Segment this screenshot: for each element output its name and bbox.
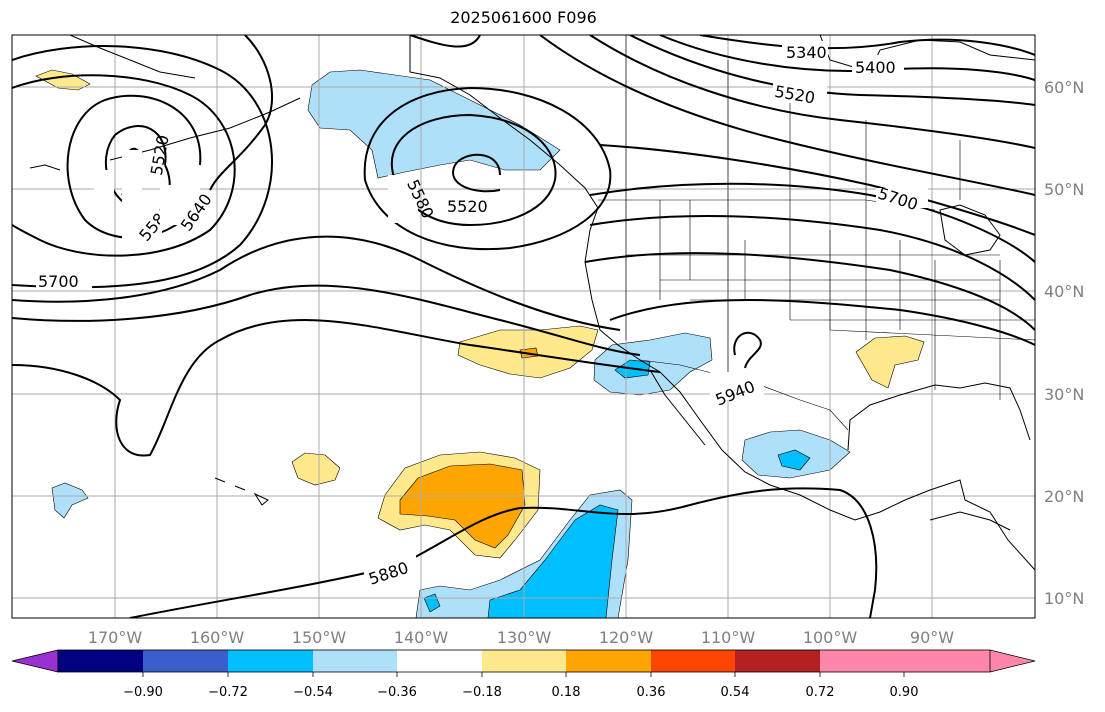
contour-west-5820 (12, 319, 661, 457)
contour-5820-east (584, 252, 1035, 331)
colorbar-swatch (735, 650, 820, 672)
lon-label: 170°W (88, 628, 143, 647)
positive-anomaly-aleutians (35, 69, 91, 91)
negative-anomaly-gulf-of-alaska (307, 69, 561, 179)
colorbar-swatch (58, 650, 143, 672)
colorbar-extend-high (904, 650, 1035, 672)
colorbar-tick: 0.90 (890, 685, 919, 700)
colorbar-tick: −0.36 (377, 685, 417, 700)
aleutian-chain (109, 97, 301, 161)
contour-labels: 5340 5400 5520 5700 5460 5520 5580 5640 … (36, 41, 928, 589)
gulf-coast (847, 382, 1031, 451)
graticule (12, 35, 1035, 618)
negative-anomaly-hawaii-west (51, 482, 89, 519)
baja-peninsula (649, 369, 706, 446)
contour-label: 5520 (147, 133, 173, 176)
hudson-bay-area (819, 35, 1035, 73)
colorbar-tick: −0.72 (208, 685, 248, 700)
lon-label: 130°W (497, 628, 552, 647)
bering-coast (69, 35, 196, 79)
colorbar-tick: 0.72 (806, 685, 835, 700)
contour-5760-east (589, 214, 1035, 301)
colorbar-tick: −0.90 (123, 685, 163, 700)
lon-label: 110°W (701, 628, 756, 647)
contour-5640-low (363, 86, 612, 251)
us-state-lines (625, 200, 1035, 400)
latitude-labels: 60°N 50°N 40°N 30°N 20°N 10°N (1044, 78, 1084, 608)
colorbar-tick: −0.54 (293, 685, 333, 700)
contour-5520-east (589, 35, 1035, 149)
great-lakes (939, 204, 1001, 256)
north-america-coast (409, 35, 1035, 571)
contour-5700-alaska (209, 35, 273, 191)
hawaii-islands (214, 477, 269, 506)
colorbar-swatch (313, 650, 397, 672)
positive-anomaly-hawaii-north (291, 452, 341, 486)
colorbar-swatch (228, 650, 313, 672)
negative-anomaly-tropics-core (487, 504, 619, 618)
map-title: 2025061600 F096 (450, 8, 597, 27)
lat-label: 60°N (1044, 78, 1084, 97)
contour-5700-east (589, 182, 1035, 263)
contour-5460 (629, 35, 1035, 106)
colorbar-swatch (482, 650, 566, 672)
contour-west-5760 (12, 284, 641, 356)
colorbar-swatch (566, 650, 651, 672)
contour-label: 5700 (38, 272, 79, 291)
colorbar-tick: 0.54 (721, 685, 750, 700)
colorbar-swatch (397, 650, 482, 672)
lat-label: 10°N (1044, 589, 1084, 608)
positive-anomaly-texas (855, 335, 925, 389)
colorbar-extend-low (11, 649, 59, 673)
coastlines (29, 35, 1035, 571)
colorbar-frame (57, 649, 991, 673)
colorbar-tick: 0.18 (552, 685, 581, 700)
height-contours (12, 35, 1035, 618)
contour-5640-east (599, 144, 1035, 236)
lon-label: 150°W (292, 628, 347, 647)
colorbar: −0.90 −0.72 −0.54 −0.36 −0.18 0.18 0.36 … (11, 649, 1036, 700)
colorbar-tick: −0.18 (462, 685, 502, 700)
canada-provinces (625, 35, 961, 200)
contour-5580-east (539, 35, 1035, 196)
contour-5520-low (452, 153, 501, 193)
colorbar-swatch (143, 650, 228, 672)
map-area: 5340 5400 5520 5700 5460 5520 5580 5640 … (12, 35, 1035, 618)
contour-label: 5520 (447, 197, 488, 216)
lon-label: 90°W (910, 628, 954, 647)
contour-5880-south (129, 487, 878, 618)
anomaly-shading (35, 69, 925, 618)
contour-label: 5400 (855, 58, 896, 77)
contour-5820-alaska (409, 35, 481, 48)
contour-5940-ring (733, 331, 762, 369)
lon-label: 100°W (803, 628, 858, 647)
cuba-caribbean (929, 511, 1011, 531)
lon-label: 140°W (394, 628, 449, 647)
longitude-labels: 170°W 160°W 150°W 140°W 130°W 120°W 110°… (88, 628, 954, 647)
contour-5880-east (609, 299, 1035, 346)
lat-label: 50°N (1044, 180, 1084, 199)
negative-anomaly-mexico-core (777, 449, 811, 471)
contour-5580-low (390, 113, 557, 227)
positive-anomaly-subtropics-core (399, 463, 526, 549)
contour-west-5700 (12, 235, 621, 331)
lat-label: 20°N (1044, 487, 1084, 506)
contour-5340 (699, 35, 1035, 56)
colorbar-swatch (820, 650, 904, 672)
lat-label: 40°N (1044, 282, 1084, 301)
colorbar-swatch (651, 650, 735, 672)
contour-west-ring-4 (12, 74, 236, 257)
kamchatka (29, 164, 61, 171)
map-frame (11, 34, 1036, 619)
contour-west-ring-5 (12, 45, 274, 289)
negative-anomaly-baja (593, 332, 713, 396)
colorbar-tick: 0.36 (637, 685, 666, 700)
lon-label: 120°W (599, 628, 654, 647)
lon-label: 160°W (190, 628, 245, 647)
lat-label: 30°N (1044, 385, 1084, 404)
contour-label: 5340 (786, 43, 827, 62)
